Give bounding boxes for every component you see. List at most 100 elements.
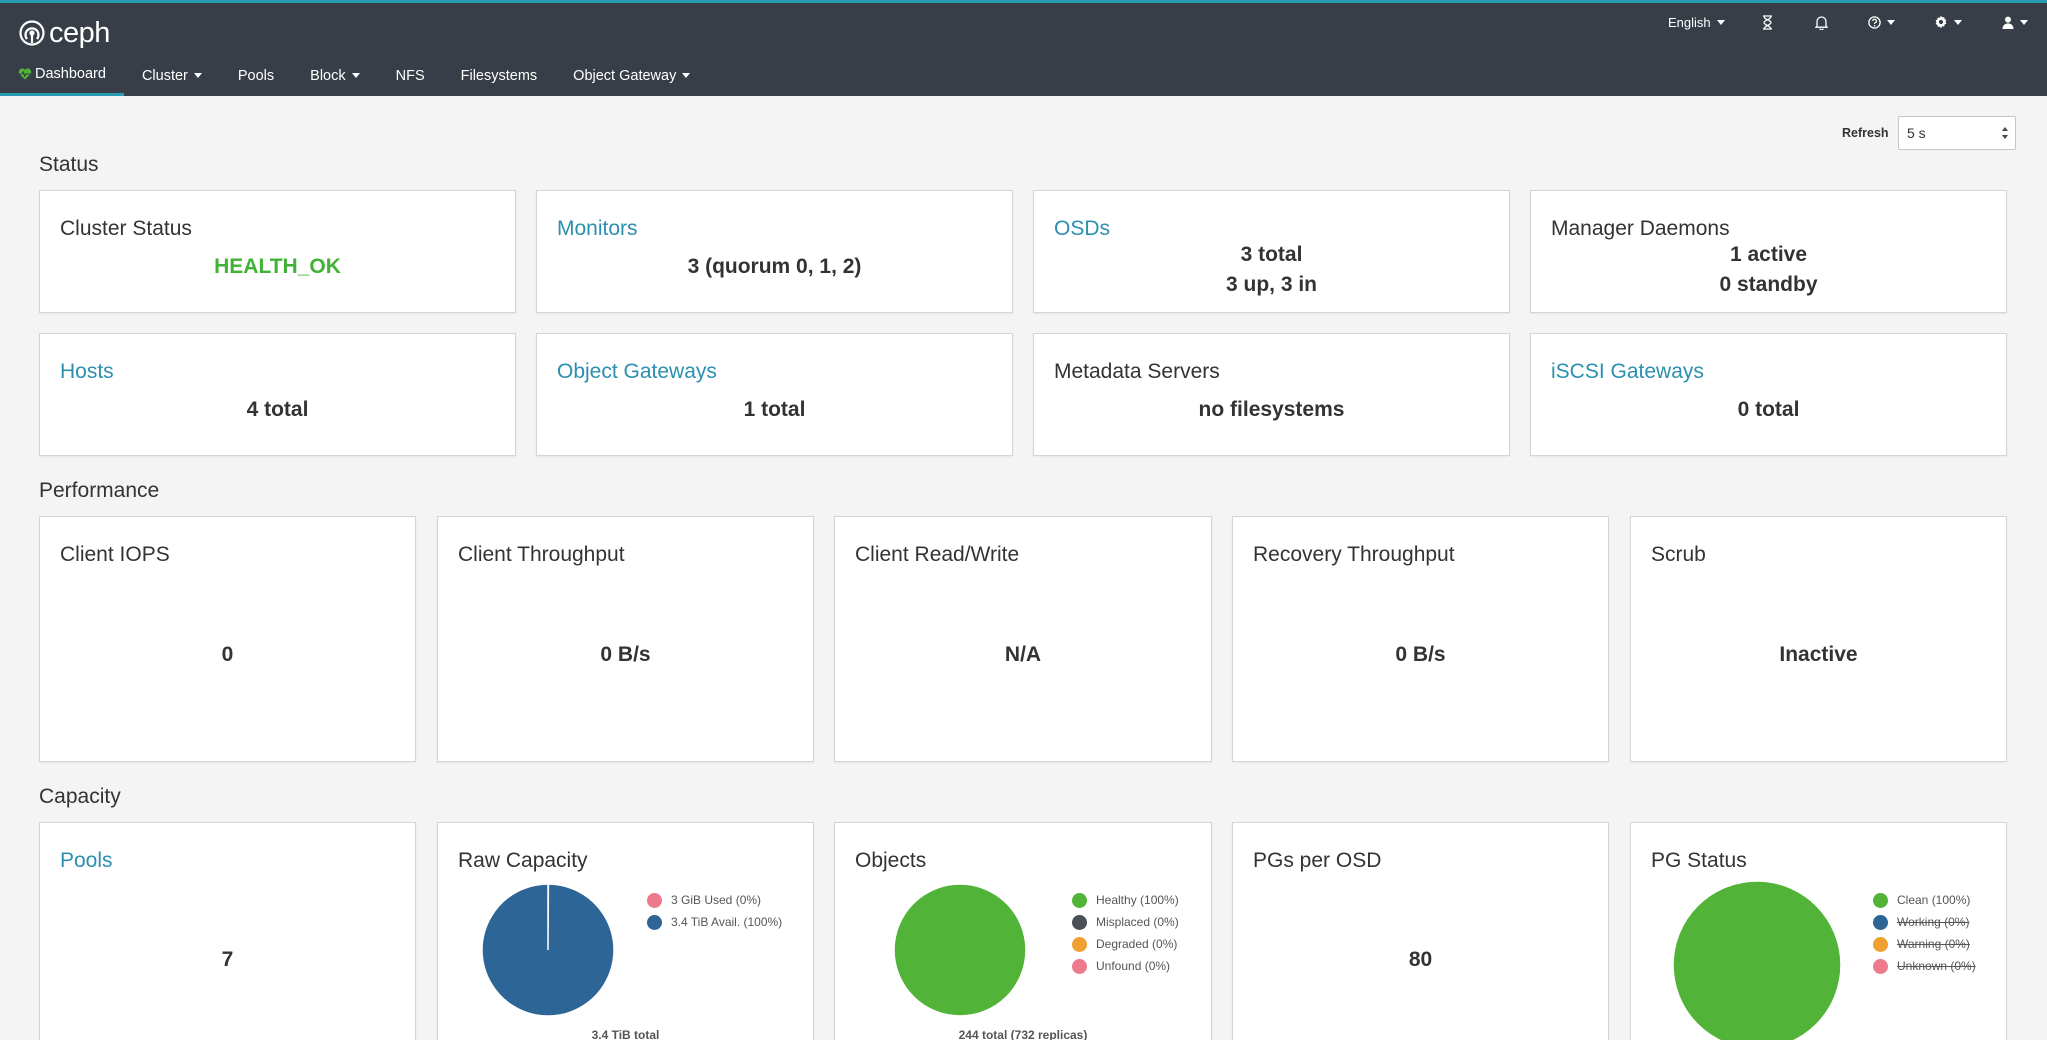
chevron-down-icon <box>2020 19 2028 25</box>
nav-item-cluster[interactable]: Cluster <box>124 55 220 96</box>
nav-item-pools[interactable]: Pools <box>220 55 292 96</box>
user-dropdown[interactable] <box>2002 11 2028 33</box>
legend-swatch <box>1072 914 1087 930</box>
pie-slice[interactable] <box>1672 880 1842 1040</box>
top-accent-line <box>0 0 2047 3</box>
card-title: Metadata Servers <box>1054 360 1220 383</box>
card-raw-capacity: Raw Capacity 3 GiB Used (0%) 3.4 TiB Ava… <box>437 822 814 1040</box>
hosts-link[interactable]: Hosts <box>60 360 114 383</box>
legend-item[interactable]: Clean (100%) <box>1873 889 1976 911</box>
objects-total: 244 total (732 replicas) <box>958 1028 1088 1040</box>
object-gateways-link[interactable]: Object Gateways <box>557 360 717 383</box>
nav-item-label: Object Gateway <box>573 67 677 84</box>
legend-item[interactable]: 3.4 TiB Avail. (100%) <box>647 911 782 933</box>
legend-swatch <box>1072 958 1087 974</box>
legend-label: Clean (100%) <box>1897 893 1971 907</box>
metadata-servers-value: no filesystems <box>1198 398 1345 421</box>
section-title-capacity: Capacity <box>39 785 121 808</box>
nav-item-label: Dashboard <box>35 66 106 82</box>
legend-item[interactable]: Healthy (100%) <box>1072 889 1179 911</box>
legend-swatch <box>1072 936 1087 952</box>
legend-label: Working (0%) <box>1897 915 1970 929</box>
legend-item[interactable]: Unknown (0%) <box>1873 955 1976 977</box>
nav-item-nfs[interactable]: NFS <box>378 55 443 96</box>
card-client-throughput: Client Throughput 0 B/s <box>437 516 814 762</box>
help-dropdown[interactable] <box>1868 11 1895 33</box>
section-title-status: Status <box>39 153 99 176</box>
legend-label: Unfound (0%) <box>1096 959 1171 973</box>
refresh-interval-value: 5 s <box>1907 125 1926 141</box>
objects-legend: Healthy (100%) Misplaced (0%) Degraded (… <box>1072 889 1179 977</box>
legend-label: Healthy (100%) <box>1096 893 1179 907</box>
nav-item-label: Block <box>310 67 346 84</box>
brand-logo[interactable]: ceph <box>18 15 110 51</box>
card-title: Manager Daemons <box>1551 217 1730 240</box>
legend-label: Degraded (0%) <box>1096 937 1178 951</box>
nav-item-object-gateway[interactable]: Object Gateway <box>555 55 708 96</box>
raw-capacity-pie-chart <box>481 883 615 1017</box>
card-title: Client IOPS <box>60 543 170 566</box>
gear-icon <box>1935 15 1947 29</box>
iscsi-gateways-link[interactable]: iSCSI Gateways <box>1551 360 1704 383</box>
settings-dropdown[interactable] <box>1934 11 1962 33</box>
pie-slice[interactable] <box>893 883 1027 1017</box>
legend-label: 3 GiB Used (0%) <box>671 893 762 907</box>
raw-capacity-total: 3.4 TiB total <box>591 1028 660 1040</box>
language-dropdown[interactable]: English <box>1668 11 1725 33</box>
nav-item-label: Cluster <box>141 67 188 84</box>
card-manager-daemons: Manager Daemons 1 active 0 standby <box>1530 190 2007 313</box>
card-title: Scrub <box>1651 543 1706 566</box>
pools-link[interactable]: Pools <box>60 849 113 872</box>
nav-item-block[interactable]: Block <box>292 55 377 96</box>
section-title-performance: Performance <box>39 479 160 502</box>
chevron-down-icon <box>1887 19 1895 25</box>
bell-icon[interactable] <box>1815 11 1828 33</box>
legend-swatch <box>1873 914 1888 930</box>
managers-standby: 0 standby <box>1719 273 1818 296</box>
task-hourglass-icon[interactable] <box>1762 11 1773 33</box>
iscsi-gateways-value: 0 total <box>1737 398 1800 421</box>
user-icon <box>2002 16 2014 29</box>
refresh-label: Refresh <box>1842 126 1889 140</box>
object-gateways-value: 1 total <box>743 398 806 421</box>
legend-item[interactable]: 3 GiB Used (0%) <box>647 889 782 911</box>
brand-name: ceph <box>49 16 110 49</box>
raw-capacity-legend: 3 GiB Used (0%) 3.4 TiB Avail. (100%) <box>647 889 782 933</box>
card-pg-status: PG Status Clean (100%) Working (0%) Warn… <box>1630 822 2007 1040</box>
objects-pie-chart <box>893 883 1027 1017</box>
legend-item[interactable]: Unfound (0%) <box>1072 955 1179 977</box>
cluster-health-value: HEALTH_OK <box>214 255 341 278</box>
refresh-interval-select[interactable]: 5 s <box>1898 116 2016 150</box>
monitors-value: 3 (quorum 0, 1, 2) <box>687 255 862 278</box>
card-title: PGs per OSD <box>1253 849 1382 872</box>
osds-link[interactable]: OSDs <box>1054 217 1111 240</box>
hosts-value: 4 total <box>246 398 309 421</box>
client-iops-value: 0 <box>221 643 234 666</box>
chevron-down-icon <box>1954 19 1962 25</box>
legend-label: Misplaced (0%) <box>1096 915 1179 929</box>
nav-item-dashboard[interactable]: Dashboard <box>0 55 124 96</box>
card-scrub: Scrub Inactive <box>1630 516 2007 762</box>
legend-item[interactable]: Misplaced (0%) <box>1072 911 1179 933</box>
legend-item[interactable]: Warning (0%) <box>1873 933 1976 955</box>
card-recovery-throughput: Recovery Throughput 0 B/s <box>1232 516 1609 762</box>
card-title: Objects <box>855 849 927 872</box>
legend-item[interactable]: Working (0%) <box>1873 911 1976 933</box>
legend-swatch <box>647 892 662 908</box>
card-pools: Pools 7 <box>39 822 416 1040</box>
pools-value: 7 <box>221 948 234 971</box>
chevron-down-icon <box>351 73 360 78</box>
legend-item[interactable]: Degraded (0%) <box>1072 933 1179 955</box>
legend-swatch <box>1873 936 1888 952</box>
card-pgs-per-osd: PGs per OSD 80 <box>1232 822 1609 1040</box>
pie-slice[interactable] <box>481 883 615 1017</box>
legend-label: 3.4 TiB Avail. (100%) <box>671 915 783 929</box>
card-title: Recovery Throughput <box>1253 543 1455 566</box>
nav-item-filesystems[interactable]: Filesystems <box>443 55 556 96</box>
heartbeat-icon <box>18 68 32 80</box>
legend-label: Warning (0%) <box>1897 937 1970 951</box>
osds-up-in: 3 up, 3 in <box>1225 273 1317 296</box>
card-hosts: Hosts 4 total <box>39 333 516 456</box>
card-title: Client Read/Write <box>855 543 1020 566</box>
monitors-link[interactable]: Monitors <box>557 217 638 240</box>
